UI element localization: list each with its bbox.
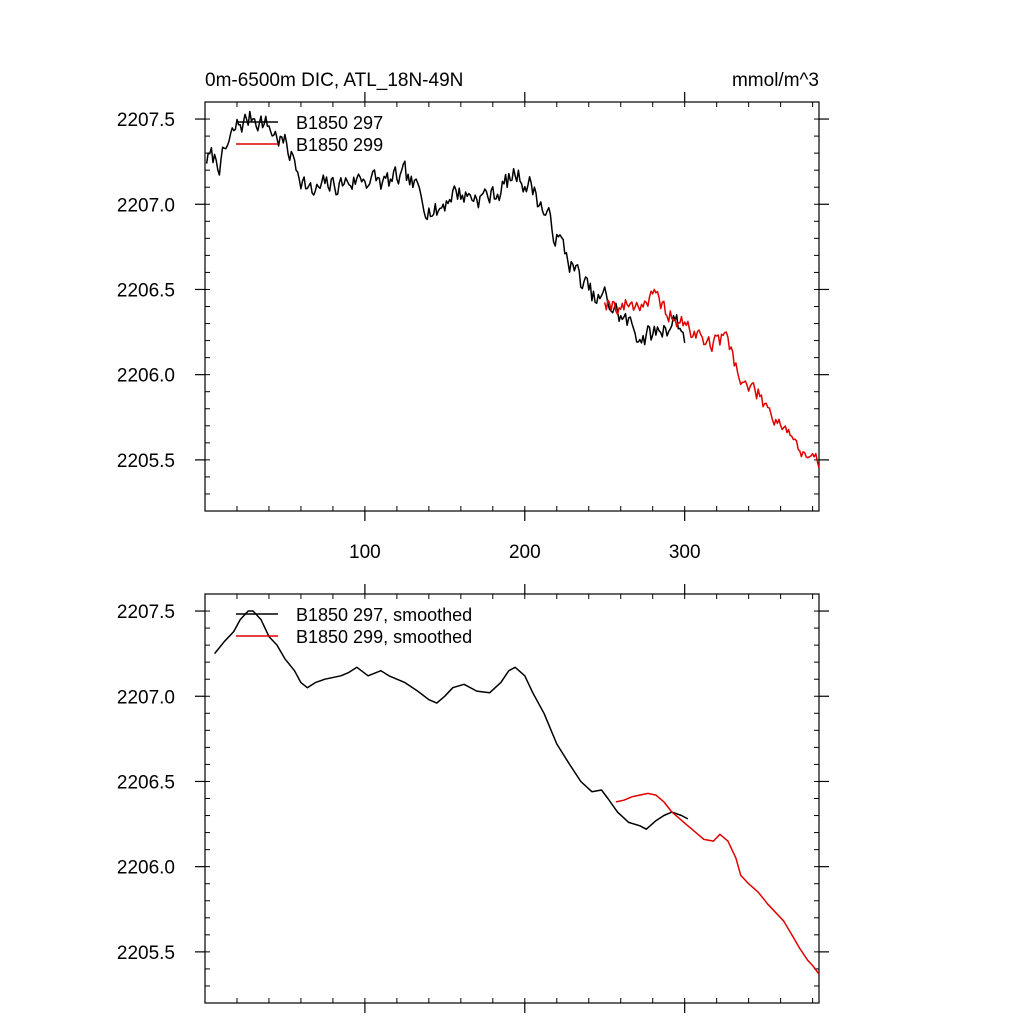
series-top [205,110,820,469]
x-ticks-bottom [236,584,814,1013]
y-tick-label: 2207.0 [117,687,175,708]
legend-label-b1850-297: B1850 297 [296,113,383,133]
plot-frame [204,593,820,1004]
y-tick-label: 2207.5 [117,110,175,131]
plot-frame [204,101,820,512]
legend-label-b1850-297-smoothed: B1850 297, smoothed [296,605,472,625]
x-ticks-top: 100 200 300 [236,92,814,563]
y-tick-label: 2205.5 [117,943,175,964]
series-line-b1850-299 [603,288,820,469]
legend-bottom: B1850 297, smoothed B1850 299, smoothed [236,605,472,647]
series-line-b1850-297-smoothed [214,610,689,830]
y-tick-label: 2207.5 [117,602,175,623]
y-tick-label: 2205.5 [117,451,175,472]
series-bottom [214,610,820,975]
x-tick-label: 200 [509,542,541,563]
legend-top: B1850 297 B1850 299 [236,113,383,155]
units-label: mmol/m^3 [732,70,819,91]
series-line-b1850-299-smoothed [615,792,820,975]
raw-series-panel: 100 200 300 2205.5 2206.0 2206.5 2207.0 2207.5… [117,92,829,563]
y-ticks-bottom: 2205.5 2206.0 2206.5 2207.0 2207.5 [117,602,829,987]
smoothed-series-panel: 2205.5 2206.0 2206.5 2207.0 2207.5 B1850 297… [117,584,829,1013]
series-line-b1850-297 [205,110,686,346]
y-tick-label: 2206.5 [117,280,175,301]
x-tick-label: 300 [669,542,701,563]
legend-label-b1850-299-smoothed: B1850 299, smoothed [296,627,472,647]
y-ticks-top: 2205.5 2206.0 2206.5 2207.0 2207.5 [117,110,829,495]
y-tick-label: 2207.0 [117,195,175,216]
chart-title: 0m-6500m DIC, ATL_18N-49N [205,70,463,91]
x-tick-label: 100 [349,542,381,563]
y-tick-label: 2206.0 [117,858,175,879]
y-tick-label: 2206.0 [117,366,175,387]
legend-label-b1850-299: B1850 299 [296,135,383,155]
y-tick-label: 2206.5 [117,772,175,793]
